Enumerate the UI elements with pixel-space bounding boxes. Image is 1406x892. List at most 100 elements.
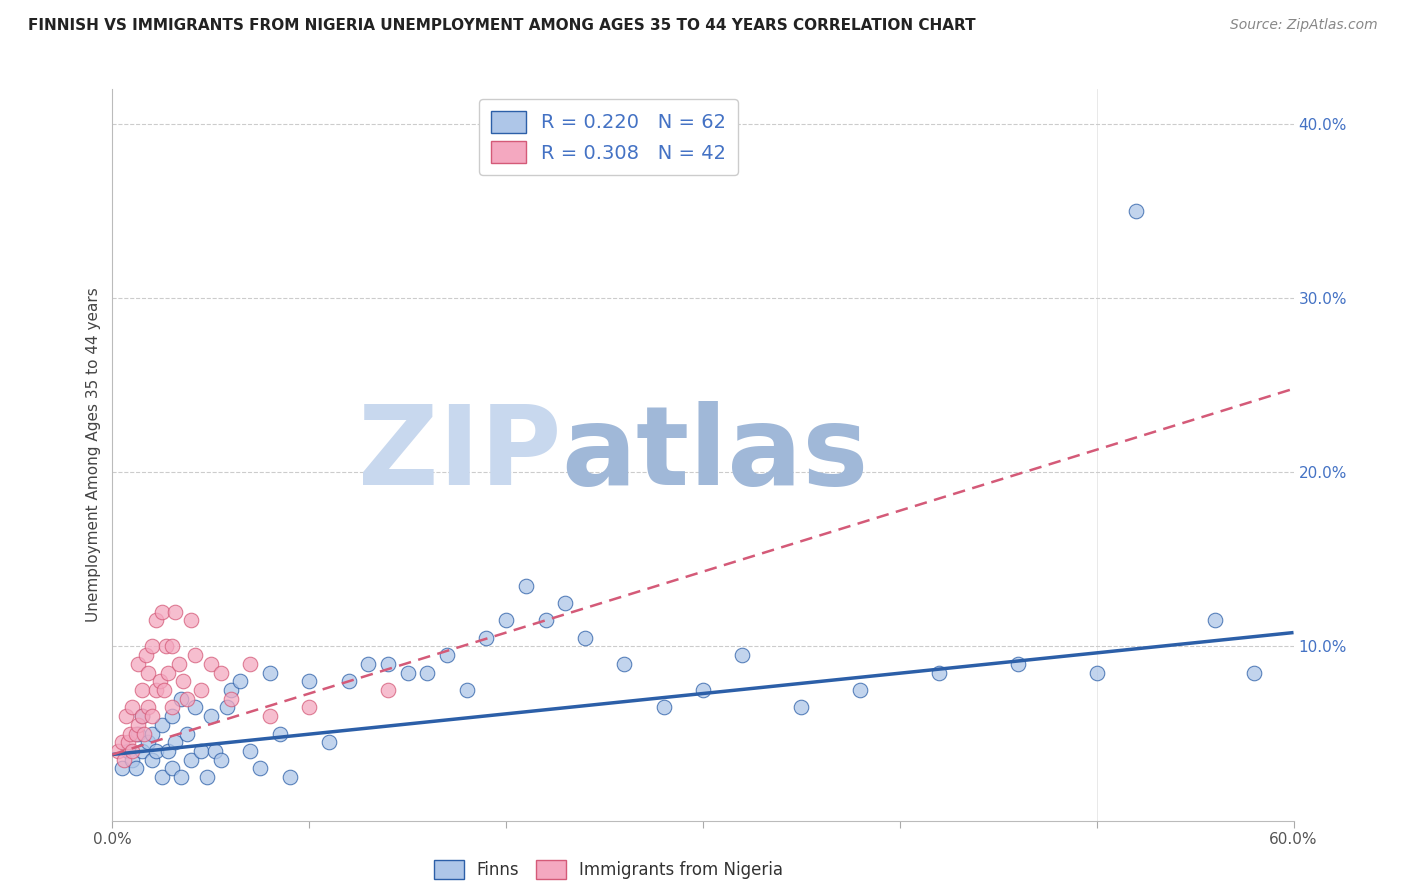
Point — [318, 735, 340, 749]
Point — [165, 605, 187, 619]
Point — [176, 691, 198, 706]
Point — [204, 744, 226, 758]
Point — [456, 683, 478, 698]
Point — [121, 753, 143, 767]
Text: Source: ZipAtlas.com: Source: ZipAtlas.com — [1230, 18, 1378, 32]
Point — [135, 648, 157, 663]
Text: ZIP: ZIP — [359, 401, 561, 508]
Point — [269, 726, 291, 740]
Point — [1125, 204, 1147, 219]
Point — [170, 691, 193, 706]
Point — [790, 700, 813, 714]
Point — [209, 753, 232, 767]
Point — [131, 709, 153, 723]
Point — [574, 631, 596, 645]
Point — [136, 700, 159, 714]
Point — [215, 700, 238, 714]
Point — [160, 640, 183, 654]
Point — [195, 770, 218, 784]
Point — [169, 657, 191, 671]
Point — [149, 674, 172, 689]
Text: FINNISH VS IMMIGRANTS FROM NIGERIA UNEMPLOYMENT AMONG AGES 35 TO 44 YEARS CORREL: FINNISH VS IMMIGRANTS FROM NIGERIA UNEMP… — [28, 18, 976, 33]
Point — [298, 674, 321, 689]
Point — [156, 744, 179, 758]
Point — [219, 691, 242, 706]
Point — [121, 700, 143, 714]
Point — [239, 744, 262, 758]
Point — [115, 709, 138, 723]
Point — [554, 596, 576, 610]
Point — [357, 657, 380, 671]
Point — [125, 761, 148, 775]
Point — [172, 674, 194, 689]
Point — [160, 761, 183, 775]
Point — [155, 640, 177, 654]
Point — [1204, 613, 1226, 627]
Point — [156, 665, 179, 680]
Point — [121, 744, 143, 758]
Point — [515, 578, 537, 592]
Point — [692, 683, 714, 698]
Text: atlas: atlas — [561, 401, 869, 508]
Point — [150, 718, 173, 732]
Point — [229, 674, 252, 689]
Point — [1243, 665, 1265, 680]
Y-axis label: Unemployment Among Ages 35 to 44 years: Unemployment Among Ages 35 to 44 years — [86, 287, 101, 623]
Point — [136, 735, 159, 749]
Point — [184, 648, 207, 663]
Point — [849, 683, 872, 698]
Point — [141, 640, 163, 654]
Point — [141, 753, 163, 767]
Point — [416, 665, 439, 680]
Point — [120, 726, 142, 740]
Point — [127, 657, 149, 671]
Point — [249, 761, 271, 775]
Point — [107, 744, 129, 758]
Point — [112, 753, 135, 767]
Point — [145, 613, 167, 627]
Point — [150, 605, 173, 619]
Point — [141, 709, 163, 723]
Point — [131, 709, 153, 723]
Point — [209, 665, 232, 680]
Point — [145, 744, 167, 758]
Point — [170, 770, 193, 784]
Point — [150, 770, 173, 784]
Point — [190, 744, 212, 758]
Point — [180, 613, 202, 627]
Point — [928, 665, 950, 680]
Point — [259, 709, 281, 723]
Point — [377, 683, 399, 698]
Point — [160, 709, 183, 723]
Point — [475, 631, 498, 645]
Point — [259, 665, 281, 680]
Point — [337, 674, 360, 689]
Point — [377, 657, 399, 671]
Point — [239, 657, 262, 671]
Point — [127, 718, 149, 732]
Point — [131, 683, 153, 698]
Point — [613, 657, 636, 671]
Point — [176, 726, 198, 740]
Point — [436, 648, 458, 663]
Point — [731, 648, 754, 663]
Point — [117, 744, 139, 758]
Point — [298, 700, 321, 714]
Point — [495, 613, 517, 627]
Point — [184, 700, 207, 714]
Point — [141, 726, 163, 740]
Point — [219, 683, 242, 698]
Point — [652, 700, 675, 714]
Point — [145, 683, 167, 698]
Point — [127, 726, 149, 740]
Point — [125, 726, 148, 740]
Point — [278, 770, 301, 784]
Point — [396, 665, 419, 680]
Point — [180, 753, 202, 767]
Point — [190, 683, 212, 698]
Point — [131, 744, 153, 758]
Point — [111, 735, 134, 749]
Point — [165, 735, 187, 749]
Point — [200, 657, 222, 671]
Point — [160, 700, 183, 714]
